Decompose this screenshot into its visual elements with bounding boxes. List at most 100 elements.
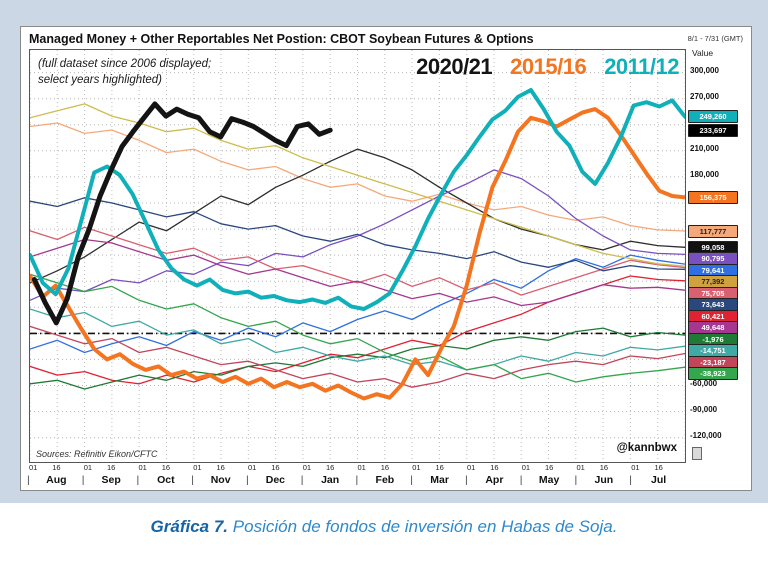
- tick-16: 16: [271, 463, 280, 472]
- chart-title: Managed Money + Other Reportables Net Po…: [29, 32, 534, 46]
- series-other-season-10: [30, 327, 685, 390]
- tick-16: 16: [325, 463, 335, 472]
- month-label-nov: | Nov: [191, 474, 231, 486]
- figure-caption-text: Posición de fondos de inversión en Habas…: [232, 517, 618, 536]
- series-other-season-11: [30, 308, 685, 371]
- scrollbar-thumb-icon[interactable]: [692, 447, 702, 460]
- legend-item-2011-12: 2011/12: [604, 54, 679, 79]
- chart-legend: 2020/21 2015/16 2011/12: [416, 54, 679, 80]
- tick-cell-feb: 01 16: [358, 463, 413, 474]
- tick-16: 16: [216, 463, 225, 472]
- tick-cell-aug: 01 16: [29, 463, 84, 474]
- tick-01: 01: [248, 463, 257, 472]
- tick-cell-jun: 01 16: [577, 463, 632, 474]
- month-label-jul: | Jul: [629, 474, 667, 486]
- value-axis-tick: 180,000: [690, 170, 719, 180]
- watermark-handle: @kannbwx: [616, 442, 677, 454]
- figure-caption-label: Gráfica 7.: [150, 517, 229, 536]
- value-axis-tick: 210,000: [690, 144, 719, 154]
- month-label-feb: | Feb: [355, 474, 395, 486]
- tick-01: 01: [83, 463, 93, 472]
- tick-cell-nov: 01 16: [193, 463, 248, 474]
- tick-cell-mar: 01 16: [412, 463, 467, 474]
- month-label-apr: | Apr: [465, 474, 504, 486]
- month-label-jun: | Jun: [574, 474, 614, 486]
- last-value-badge: 249,260: [688, 110, 738, 124]
- month-separator: |: [300, 474, 304, 486]
- annotation-line-1: (full dataset since 2006 displayed;: [38, 58, 212, 70]
- page: Managed Money + Other Reportables Net Po…: [0, 0, 768, 537]
- month-separator: |: [355, 474, 359, 486]
- value-axis-title: Value: [692, 48, 714, 58]
- month-separator: |: [574, 474, 578, 486]
- tick-16: 16: [599, 463, 609, 472]
- time-axis: 01 16 01 16 01 16 01 16 01 16 01 16 01 16 01 16 01 16 01 16…: [27, 463, 686, 488]
- time-axis-months: | Aug | Sep | Oct | Nov | Dec | Jan | Feb | Mar | Apr | May…: [27, 474, 686, 488]
- tick-16: 16: [544, 463, 554, 472]
- month-label-jan: | Jan: [300, 474, 340, 486]
- tick-cell-oct: 01 16: [139, 463, 194, 474]
- value-axis-tick: -60,000: [690, 379, 718, 388]
- series-other-season-4: [30, 254, 685, 354]
- chart-svg: [30, 50, 685, 462]
- tick-01: 01: [576, 463, 585, 472]
- plot-area: (full dataset since 2006 displayed; sele…: [29, 49, 686, 463]
- month-separator: |: [465, 474, 468, 486]
- value-axis-tick: -120,000: [690, 431, 722, 441]
- tick-cell-may: 01 16: [522, 463, 577, 474]
- last-value-badge: -38,923: [688, 367, 738, 381]
- series-2011/12: [30, 88, 685, 311]
- tick-16: 16: [161, 463, 171, 472]
- tick-16: 16: [490, 463, 499, 472]
- series-other-season-9: [30, 238, 685, 307]
- chart-frame: Managed Money + Other Reportables Net Po…: [0, 0, 768, 503]
- series-other-season-12: [30, 325, 685, 388]
- month-separator: |: [246, 474, 249, 486]
- chart-header: Managed Money + Other Reportables Net Po…: [29, 30, 745, 49]
- tick-01: 01: [302, 463, 312, 472]
- month-separator: |: [81, 474, 85, 486]
- tick-01: 01: [521, 463, 531, 472]
- series-2015/16: [30, 107, 685, 401]
- tick-cell-jul: 01 16: [631, 463, 686, 474]
- last-value-badge: 156,375: [688, 190, 738, 204]
- month-label-mar: | Mar: [410, 474, 449, 486]
- tick-cell-sep: 01 16: [84, 463, 139, 474]
- month-label-sep: | Sep: [81, 474, 121, 486]
- last-value-badge: 117,777: [688, 224, 738, 238]
- chart-annotation: (full dataset since 2006 displayed; sele…: [38, 57, 211, 88]
- series-other-season-1: [30, 122, 685, 232]
- month-label-dec: | Dec: [246, 474, 285, 486]
- month-separator: |: [629, 474, 632, 486]
- month-label-may: | May: [519, 474, 560, 486]
- month-label-oct: | Oct: [136, 474, 175, 486]
- tick-01: 01: [412, 463, 421, 472]
- series-2020/21: [31, 101, 333, 326]
- series-other-season-6: [30, 197, 685, 272]
- month-separator: |: [410, 474, 413, 486]
- tick-16: 16: [654, 463, 663, 472]
- series-other-season-13: [30, 273, 685, 383]
- tick-01: 01: [29, 463, 38, 472]
- annotation-line-2: select years highlighted): [38, 73, 163, 86]
- series-other-season-5: [30, 226, 685, 296]
- month-separator: |: [136, 474, 140, 486]
- tick-16: 16: [380, 463, 390, 472]
- tick-16: 16: [435, 463, 444, 472]
- figure-caption: Gráfica 7. Posición de fondos de inversi…: [0, 503, 768, 537]
- tick-16: 16: [52, 463, 61, 472]
- tick-01: 01: [631, 463, 640, 472]
- month-separator: |: [191, 474, 194, 486]
- value-axis-tick: -90,000: [690, 405, 718, 415]
- sources-note: Sources: Refinitiv Eikon/CFTC: [36, 449, 158, 459]
- time-axis-ticks: 01 16 01 16 01 16 01 16 01 16 01 16 01 16 01 16 01 16 01 16…: [29, 463, 686, 474]
- tick-16: 16: [106, 463, 116, 472]
- tick-cell-dec: 01 16: [248, 463, 303, 474]
- month-separator: |: [27, 474, 30, 486]
- legend-item-2020-21: 2020/21: [416, 54, 493, 79]
- month-separator: |: [519, 474, 523, 486]
- tick-01: 01: [357, 463, 366, 472]
- chart-date-range: 8/1 - 7/31 (GMT): [687, 34, 743, 43]
- tick-cell-apr: 01 16: [467, 463, 522, 474]
- tick-01: 01: [138, 463, 147, 472]
